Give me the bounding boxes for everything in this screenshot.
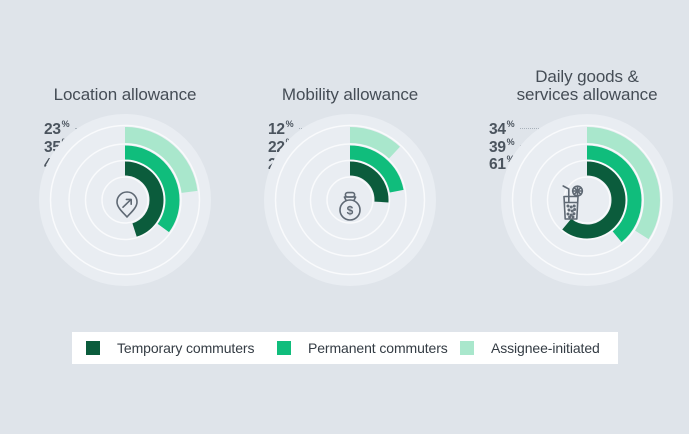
- arc-assignee-initiated: [52, 127, 198, 273]
- arc-assignee-initiated: [514, 127, 660, 273]
- drink-glass-icon: [562, 185, 584, 220]
- legend-item-assignee-initiated: Assignee-initiated: [460, 332, 600, 364]
- ring-guide: [101, 176, 149, 224]
- legend-swatch-medium-green: [277, 341, 291, 355]
- arc-permanent-commuters: [532, 145, 642, 255]
- chart-title: Daily goods & services allowance: [516, 67, 658, 104]
- legend-swatch-light-green: [460, 341, 474, 355]
- arc-assignee-initiated: [277, 127, 423, 273]
- percent-sign: %: [506, 154, 515, 164]
- arc-temporary-commuters: [311, 161, 389, 239]
- chart-title: Mobility allowance: [281, 85, 419, 104]
- dollar-glyph: $: [347, 203, 354, 217]
- percent-sign: %: [506, 136, 515, 147]
- arc-temporary-commuters: [548, 161, 626, 239]
- percent-value: 61: [489, 156, 506, 173]
- donut-chart: $: [264, 114, 436, 286]
- ring-guide: [309, 159, 391, 241]
- arc-permanent-commuters: [295, 145, 405, 255]
- chart-title: Location allowance: [53, 85, 197, 104]
- percent-value: 39: [489, 138, 506, 156]
- ring-guide: [530, 143, 644, 257]
- donut-chart: [39, 114, 211, 286]
- donut-chart: [501, 114, 673, 286]
- ring-guide: [68, 143, 182, 257]
- arc-temporary-commuters: [86, 161, 164, 239]
- percent-sign: %: [285, 119, 294, 129]
- legend: Temporary commuters Permanent commuters …: [72, 332, 618, 364]
- legend-label: Permanent commuters: [308, 340, 448, 356]
- percent-value: 34: [489, 121, 506, 138]
- ring-guide: [84, 159, 166, 241]
- legend-item-permanent-commuters: Permanent commuters: [277, 332, 448, 364]
- ring-guide: [49, 124, 201, 276]
- percent-sign: %: [61, 119, 70, 129]
- percent-sign: %: [506, 119, 515, 129]
- percent-value: 23: [44, 121, 61, 138]
- money-bag-icon: $: [339, 191, 361, 221]
- ring-guide: [546, 159, 628, 241]
- ring-guide: [293, 143, 407, 257]
- chart-daily-goods-services-allowance: Daily goods & services allowance 34% 39%…: [477, 60, 689, 330]
- chart-location-allowance: Location allowance 23% 35% 45%: [15, 60, 235, 330]
- percent-value: 12: [268, 121, 285, 138]
- legend-swatch-dark-green: [86, 341, 100, 355]
- ring-guide: [511, 124, 663, 276]
- ring-guide: [274, 124, 426, 276]
- location-pin-icon: [116, 191, 138, 218]
- ring-guide: [326, 176, 374, 224]
- chart-mobility-allowance: Mobility allowance 12% 22% 26%: [240, 60, 460, 330]
- arc-permanent-commuters: [70, 145, 180, 255]
- legend-label: Assignee-initiated: [491, 340, 600, 356]
- legend-item-temporary-commuters: Temporary commuters: [86, 332, 254, 364]
- legend-label: Temporary commuters: [117, 340, 255, 356]
